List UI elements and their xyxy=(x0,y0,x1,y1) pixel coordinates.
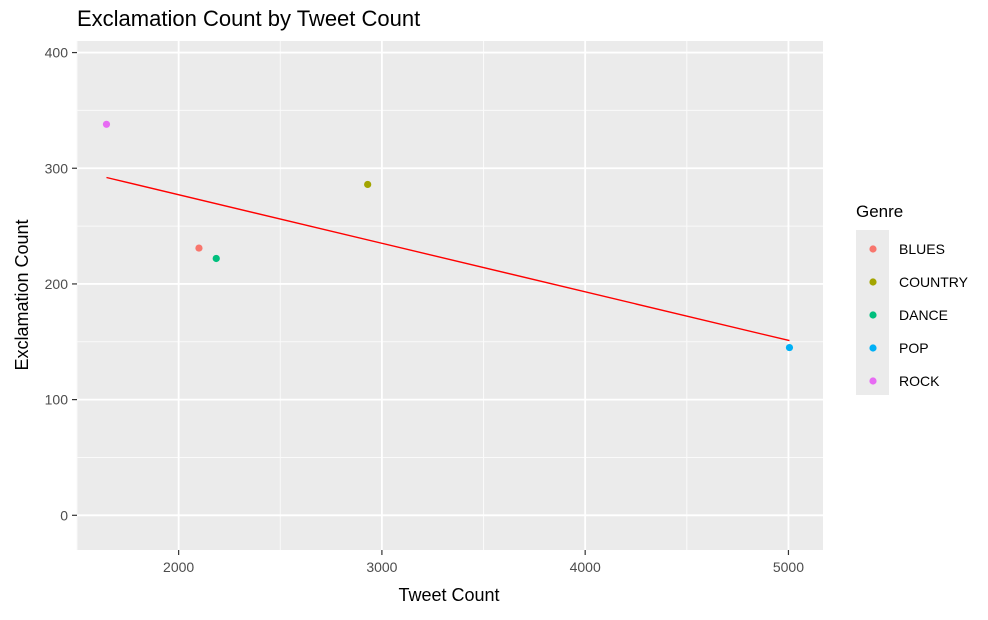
data-point-dance xyxy=(212,254,220,263)
legend-label-dance: DANCE xyxy=(899,307,948,323)
legend: Genre BLUES COUNTRY DANCE POP ROCK xyxy=(856,202,969,395)
major-grid xyxy=(77,41,823,550)
legend-label-pop: POP xyxy=(899,340,929,356)
minor-grid xyxy=(76,41,823,550)
y-tick-label: 200 xyxy=(45,276,69,292)
trend-line-group xyxy=(106,176,790,342)
x-tick-label: 5000 xyxy=(773,559,804,575)
data-point-pop xyxy=(785,343,794,352)
legend-label-rock: ROCK xyxy=(899,373,940,389)
legend-key-dance xyxy=(869,311,877,319)
y-tick-label: 100 xyxy=(45,392,69,408)
legend-key-pop xyxy=(869,344,877,352)
legend-key-rock xyxy=(869,377,877,385)
y-axis-title: Exclamation Count xyxy=(12,219,32,370)
x-tick-label: 4000 xyxy=(570,559,601,575)
legend-label-blues: BLUES xyxy=(899,241,945,257)
x-axis: 2000 3000 4000 5000 xyxy=(163,550,804,575)
y-tick-label: 300 xyxy=(45,160,69,176)
x-axis-title: Tweet Count xyxy=(398,585,499,605)
data-point-rock xyxy=(102,120,111,128)
plot-panel xyxy=(77,41,823,550)
data-point-country xyxy=(364,180,372,189)
chart-title: Exclamation Count by Tweet Count xyxy=(77,6,420,31)
x-tick-label: 2000 xyxy=(163,559,194,575)
x-tick-label: 3000 xyxy=(366,559,397,575)
legend-key-blues xyxy=(869,245,877,253)
legend-title: Genre xyxy=(856,202,903,221)
trend-line xyxy=(106,176,790,342)
legend-key-country xyxy=(869,278,877,286)
y-tick-label: 400 xyxy=(45,45,69,61)
y-axis: 0 100 200 300 400 xyxy=(45,45,77,523)
data-points xyxy=(102,120,794,352)
data-point-blues xyxy=(195,244,203,252)
legend-label-country: COUNTRY xyxy=(899,274,969,290)
legend-items: BLUES COUNTRY DANCE POP ROCK xyxy=(869,241,969,389)
y-tick-label: 0 xyxy=(60,507,68,523)
